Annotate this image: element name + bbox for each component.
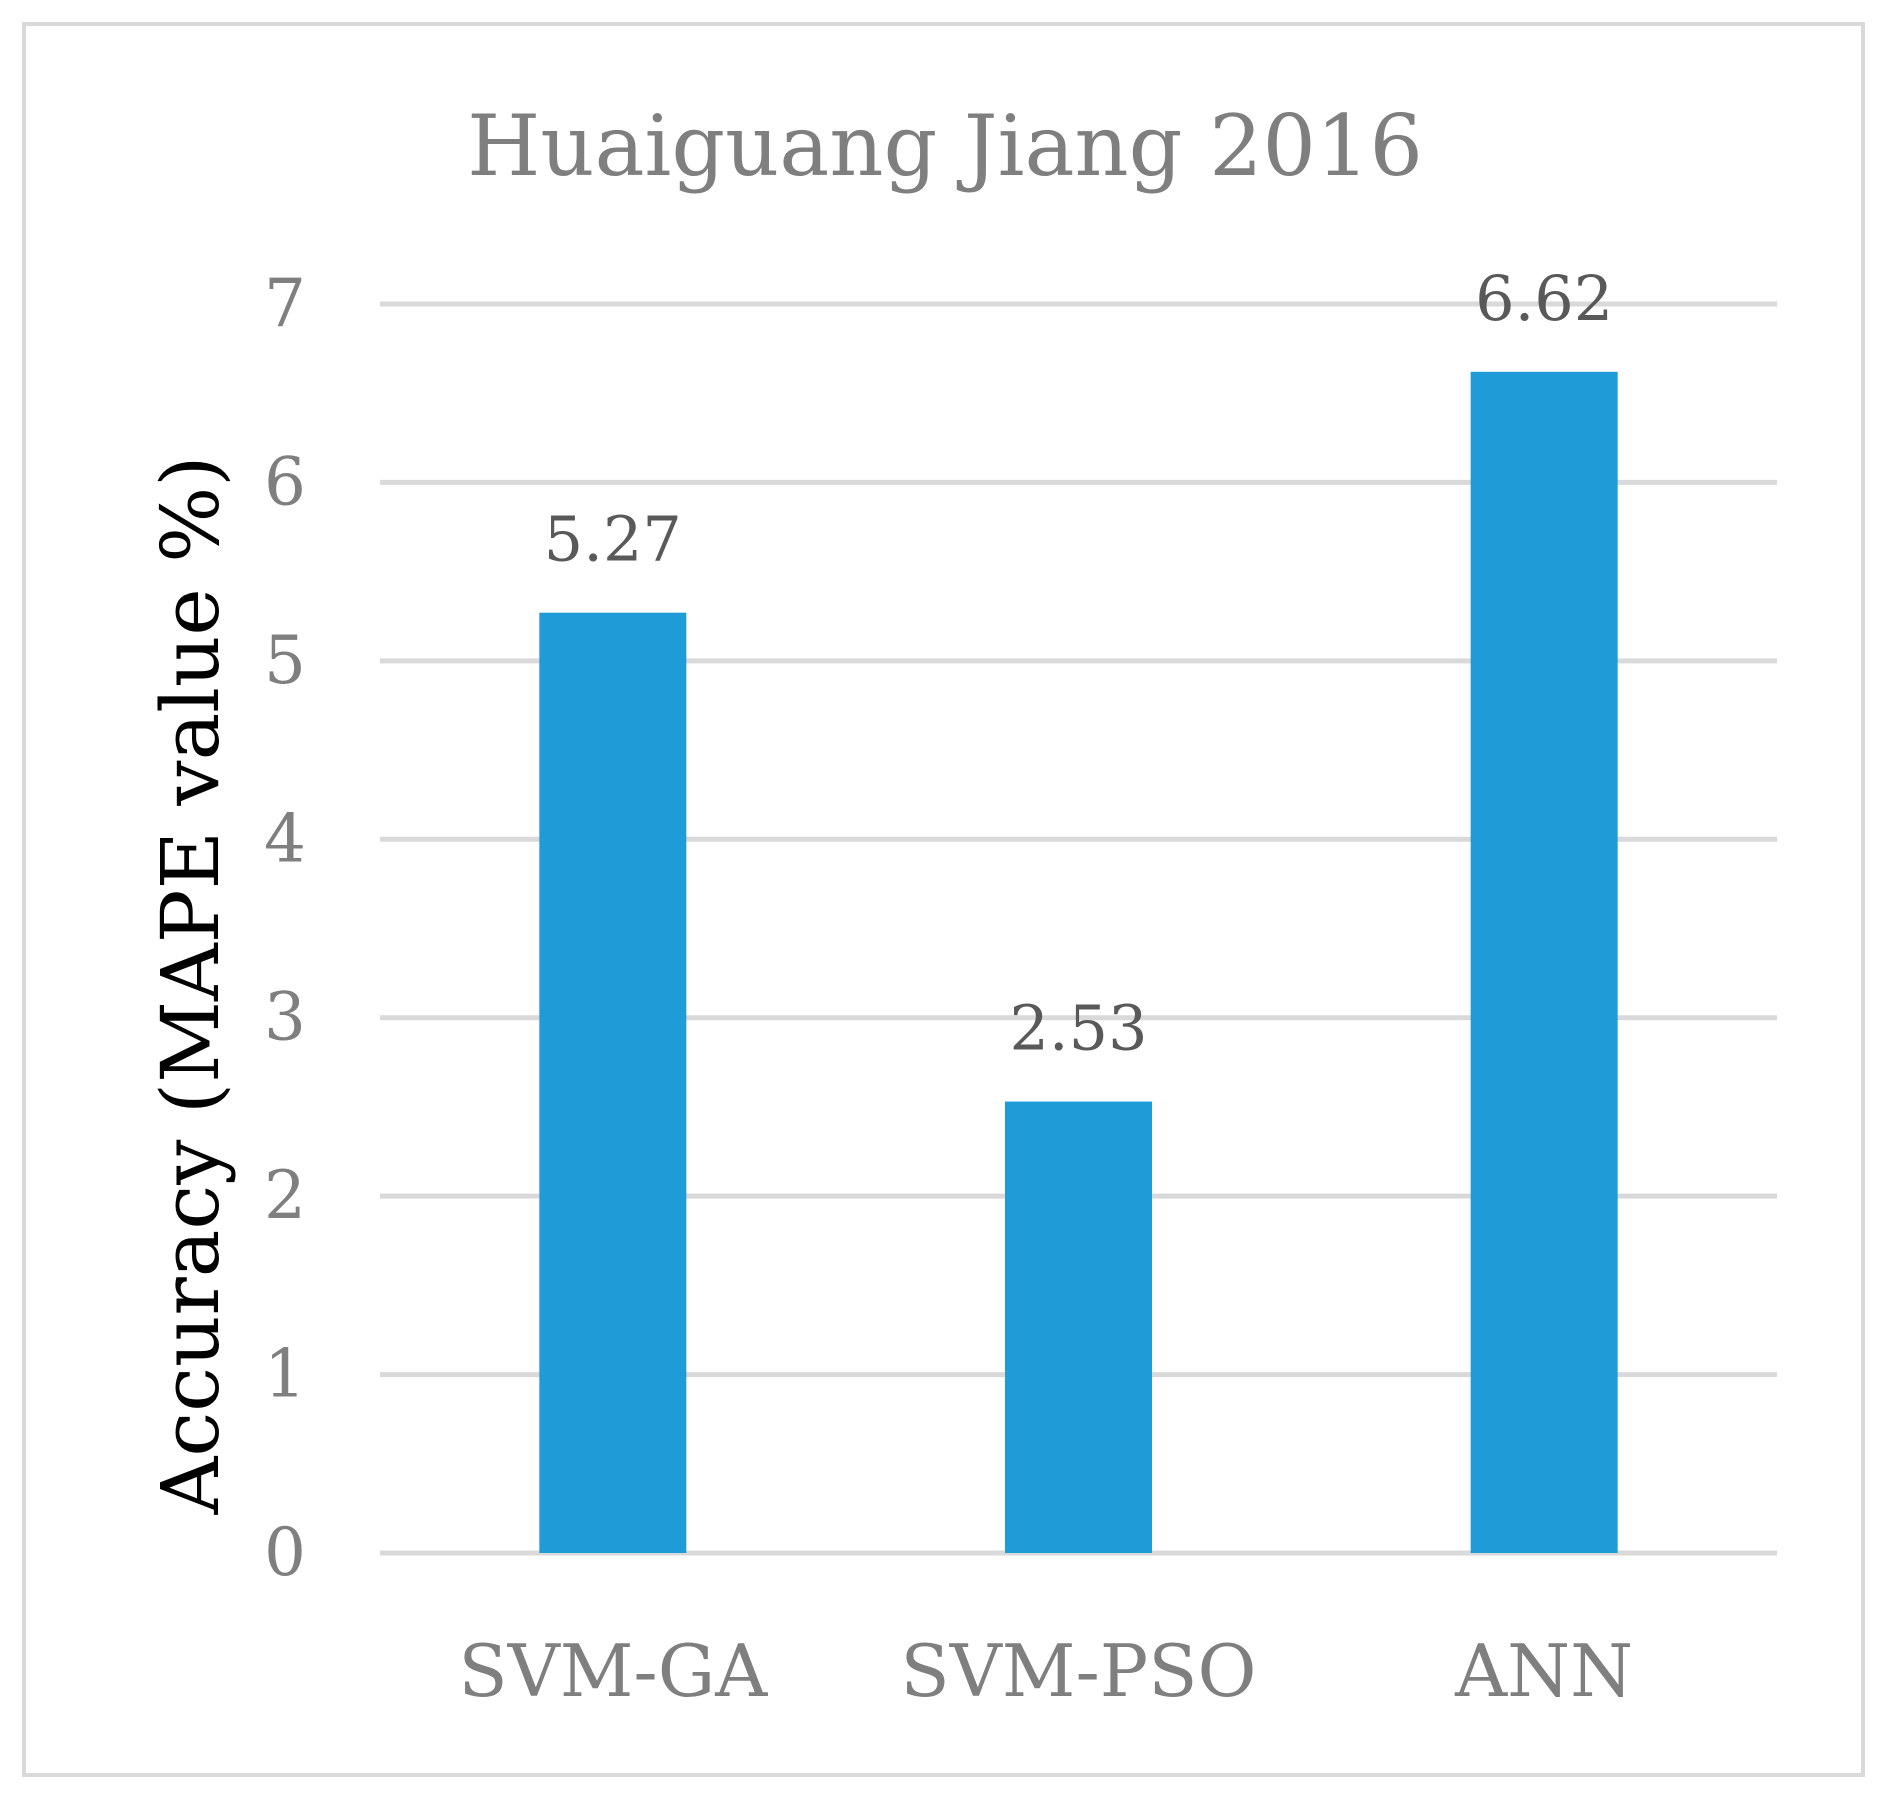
y-axis-title: Accuracy (MAPE value %) — [144, 456, 237, 1516]
y-tick-label-6: 6 — [264, 443, 306, 520]
category-label-svm-pso: SVM-PSO — [900, 1629, 1256, 1713]
data-label-svm-ga: 5.27 — [544, 503, 682, 576]
bar-svm-ga — [539, 612, 687, 1553]
y-tick-label-7: 7 — [264, 265, 306, 342]
y-tick-label-1: 1 — [264, 1336, 306, 1413]
bars — [539, 371, 1618, 1553]
data-label-svm-pso: 2.53 — [1009, 992, 1147, 1065]
y-tick-label-5: 5 — [264, 622, 306, 699]
y-tick-label-4: 4 — [264, 800, 306, 877]
y-tick-label-2: 2 — [264, 1157, 306, 1234]
data-labels: 5.27 2.53 6.62 — [544, 262, 1613, 1065]
y-tick-labels: 0 1 2 3 4 5 6 7 — [264, 265, 306, 1591]
y-tick-label-3: 3 — [264, 979, 306, 1056]
data-label-ann: 6.62 — [1475, 262, 1613, 335]
category-label-ann: ANN — [1454, 1629, 1633, 1713]
bar-ann — [1470, 371, 1618, 1553]
category-label-svm-ga: SVM-GA — [458, 1629, 768, 1713]
category-labels: SVM-GA SVM-PSO ANN — [458, 1629, 1633, 1713]
chart-title: Huaiguang Jiang 2016 — [467, 97, 1423, 195]
y-tick-label-0: 0 — [264, 1514, 306, 1591]
bar-svm-pso — [1005, 1101, 1152, 1553]
